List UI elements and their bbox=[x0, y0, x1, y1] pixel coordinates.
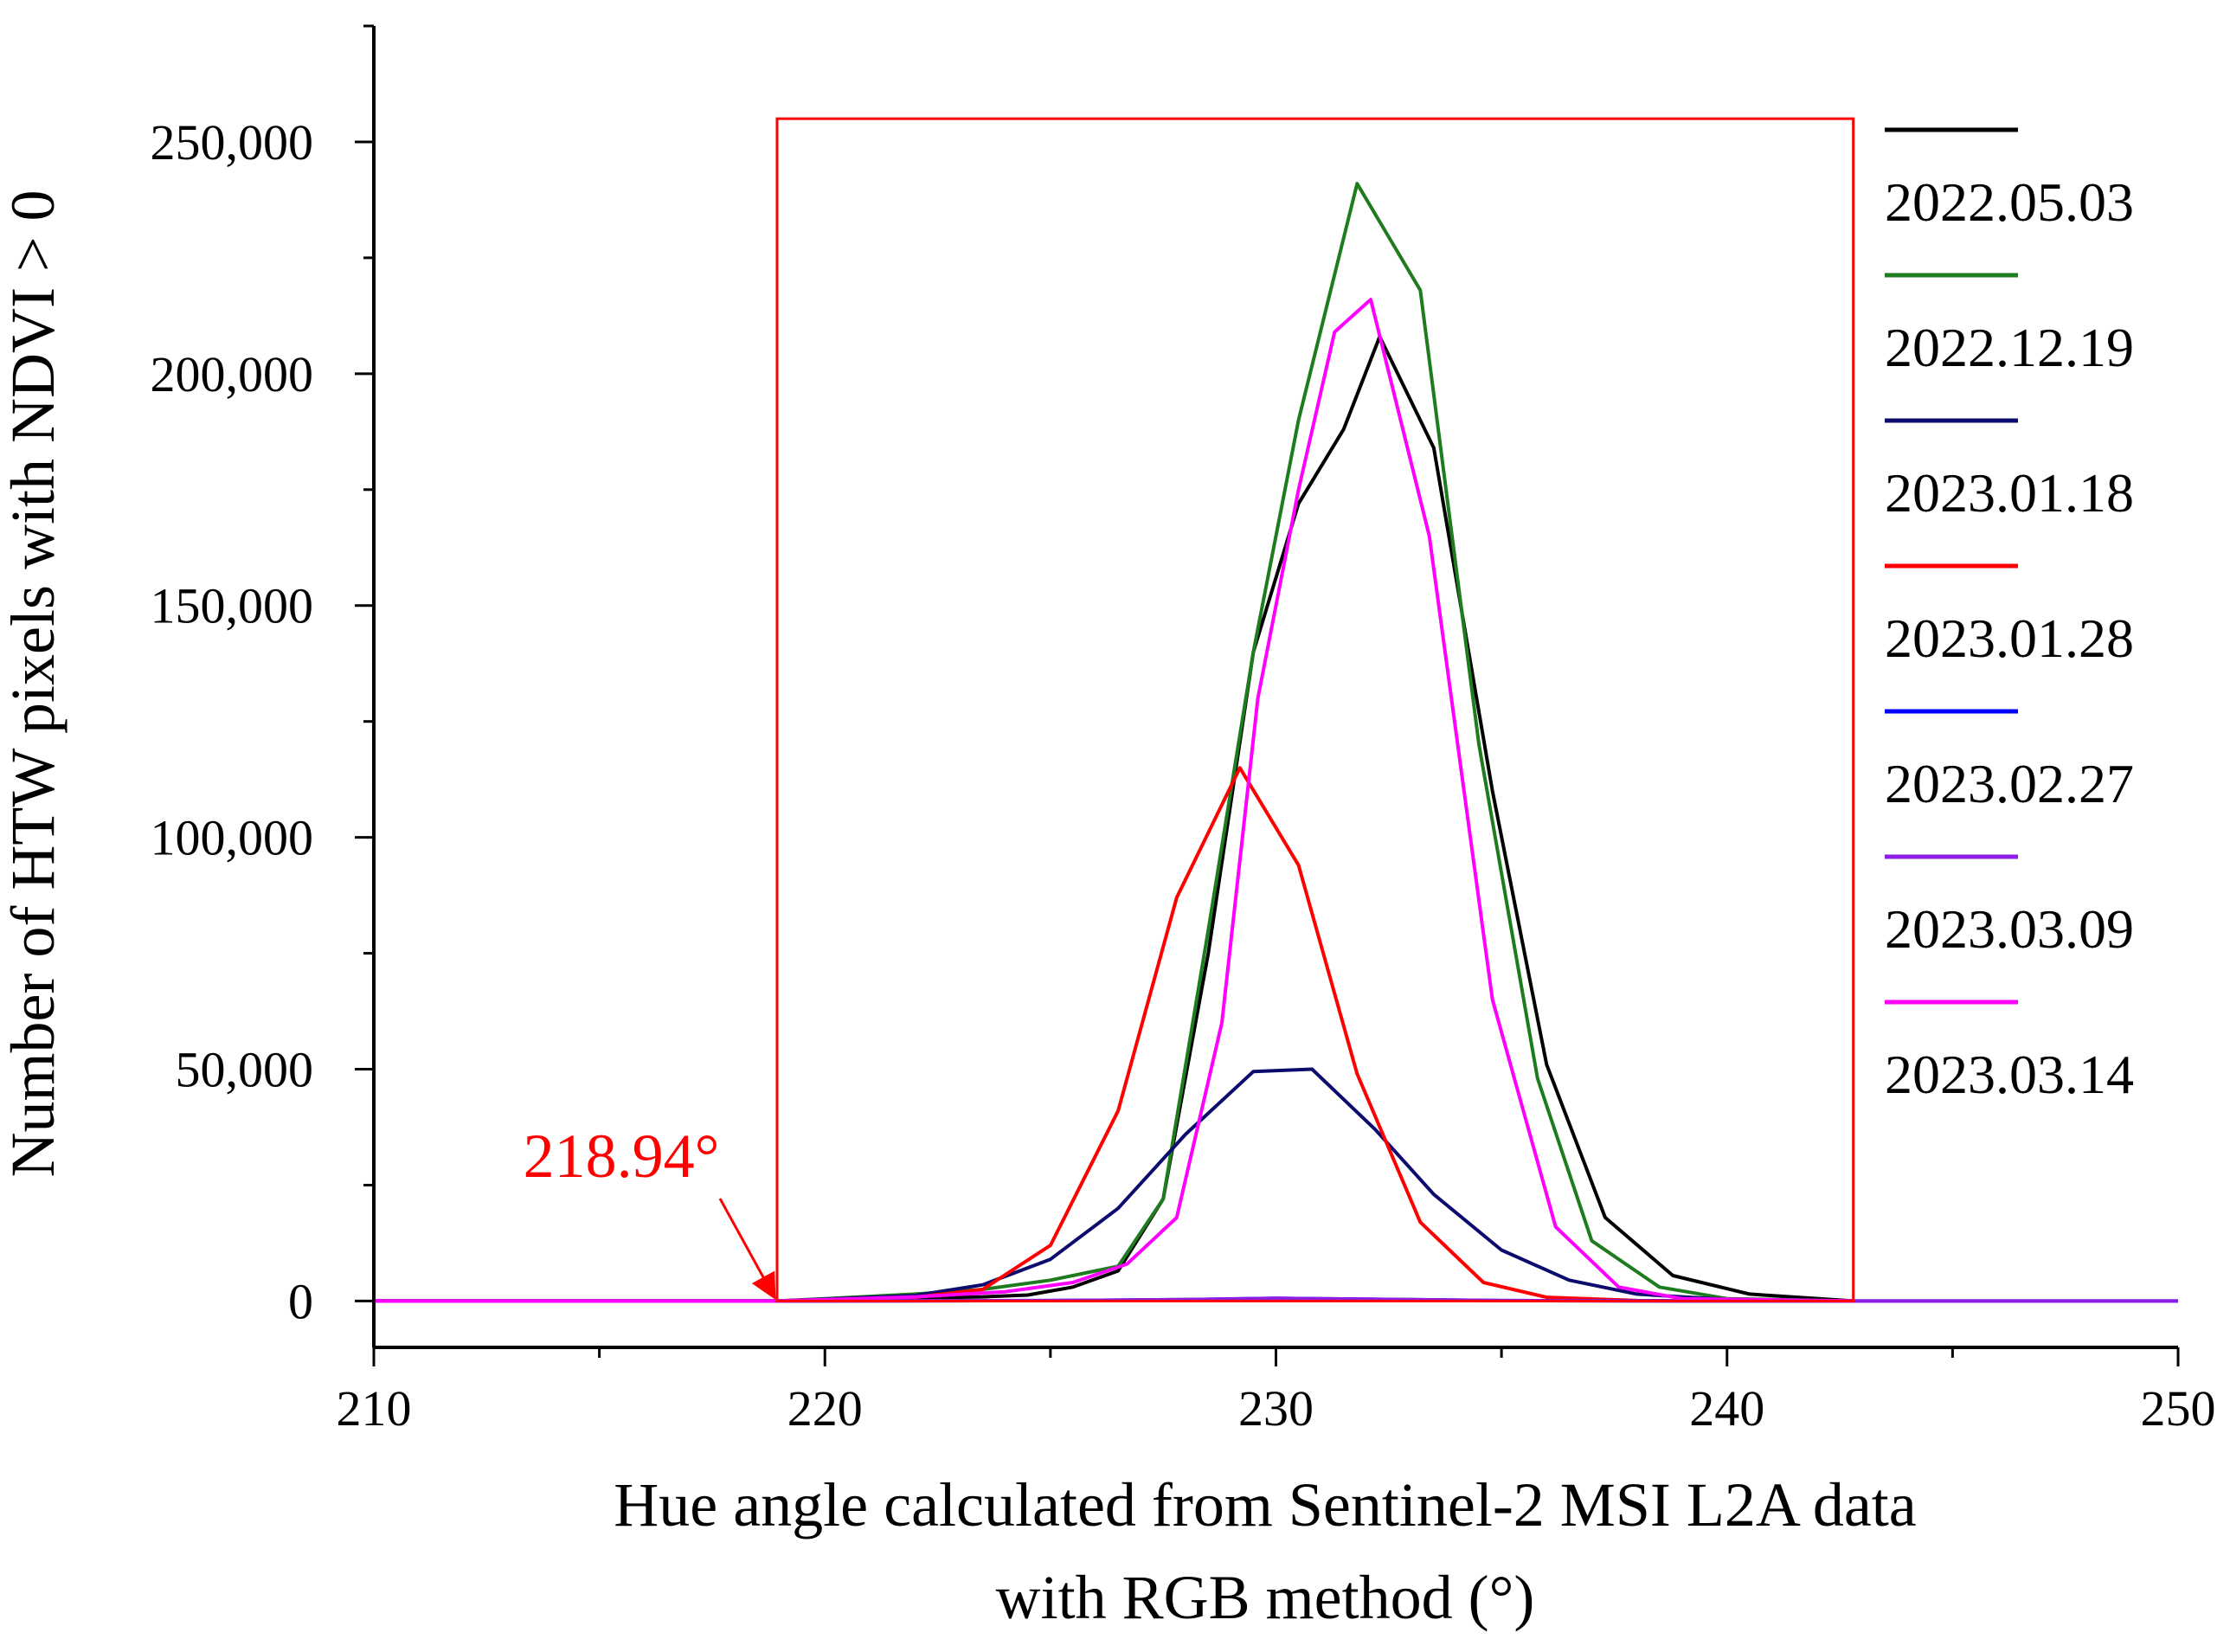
y-tick-label: 250,000 bbox=[151, 114, 314, 170]
x-tick-label: 230 bbox=[1238, 1380, 1314, 1437]
y-tick-label: 0 bbox=[288, 1273, 313, 1329]
y-tick-label: 50,000 bbox=[176, 1042, 314, 1098]
legend-label: 2023.03.14 bbox=[1885, 1044, 2134, 1105]
highlight-box bbox=[775, 117, 1855, 1302]
annotation-arrow bbox=[718, 1198, 776, 1301]
x-tick-label: 220 bbox=[787, 1380, 863, 1437]
legend-label: 2023.02.27 bbox=[1885, 753, 2134, 814]
x-tick-label: 240 bbox=[1689, 1380, 1764, 1437]
legend-label: 2023.03.09 bbox=[1885, 898, 2134, 960]
legend-label: 2022.12.19 bbox=[1885, 317, 2134, 378]
x-axis-title-line-1: Hue angle calculated from Sentinel-2 MSI… bbox=[614, 1470, 1917, 1540]
x-tick-label: 250 bbox=[2141, 1380, 2216, 1437]
y-tick-label: 150,000 bbox=[151, 578, 314, 634]
y-tick-label: 200,000 bbox=[151, 346, 314, 402]
series-line-2023.01.28 bbox=[374, 766, 1854, 1303]
x-axis-ticks: 210 220 230 240 250 bbox=[337, 1347, 2216, 1437]
y-axis-ticks: 0 50,000 100,000 150,000 200,000 250,000 bbox=[151, 24, 374, 1329]
plot-area bbox=[374, 117, 2178, 1303]
threshold-annotation: 218.94° bbox=[524, 1122, 776, 1301]
annotation-label: 218.94° bbox=[524, 1122, 720, 1191]
x-axis-title-line-2: with RGB method (°) bbox=[996, 1563, 1535, 1632]
x-tick-label: 210 bbox=[337, 1380, 412, 1437]
series-line-2023.03.14 bbox=[374, 298, 1854, 1303]
y-tick-label: 100,000 bbox=[151, 810, 314, 866]
legend-label: 2023.01.18 bbox=[1885, 462, 2134, 524]
legend-label: 2023.01.28 bbox=[1885, 607, 2134, 669]
y-axis-title: Number of HTW pixels with NDVI > 0 bbox=[0, 190, 67, 1177]
legend: 2022.05.03 2022.12.19 2023.01.18 2023.01.28… bbox=[1885, 127, 2134, 1105]
legend-label: 2022.05.03 bbox=[1885, 171, 2134, 233]
